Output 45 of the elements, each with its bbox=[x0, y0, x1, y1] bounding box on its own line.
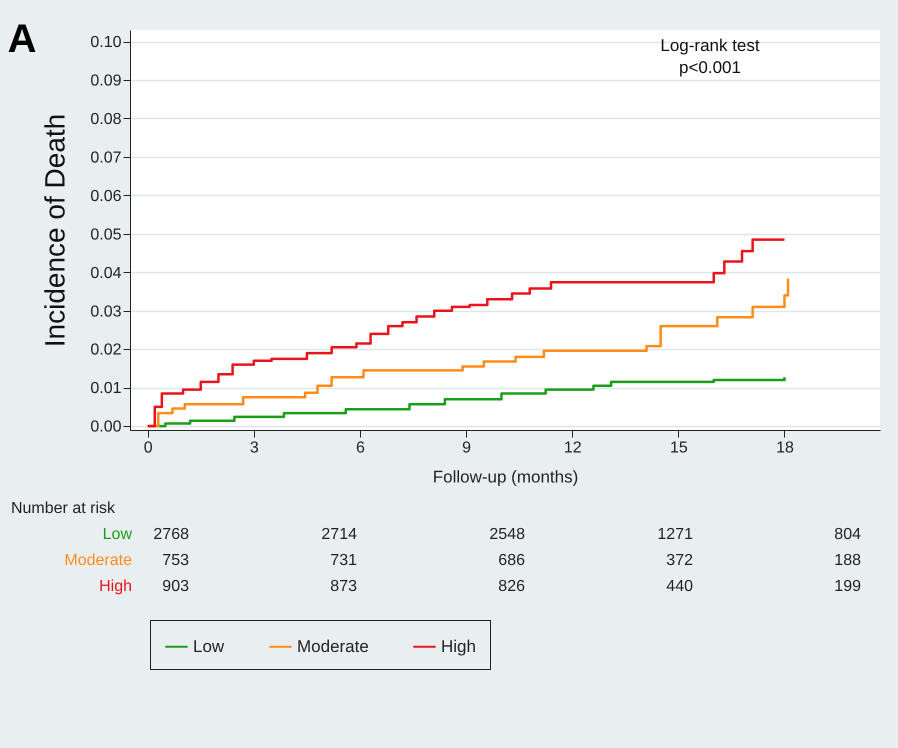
text: 731 bbox=[330, 552, 358, 569]
legend-label: Moderate bbox=[297, 636, 369, 656]
text: Moderate bbox=[64, 552, 132, 569]
y-tick-label: 0.03 bbox=[90, 303, 122, 320]
text: 804 bbox=[834, 526, 862, 543]
y-tick-label: 0.08 bbox=[90, 110, 122, 128]
y-tick-label: 0.10 bbox=[90, 34, 122, 52]
text: 2768 bbox=[153, 526, 190, 543]
x-tick-label: 12 bbox=[564, 440, 582, 456]
text: 873 bbox=[330, 578, 358, 595]
y-tick-label: 0.06 bbox=[90, 188, 122, 205]
text: 1271 bbox=[657, 526, 694, 543]
x-tick-label: 9 bbox=[462, 440, 472, 456]
x-tick-label: 0 bbox=[144, 440, 153, 456]
y-tick-label: 0.07 bbox=[90, 149, 122, 166]
text: 2714 bbox=[321, 526, 358, 543]
text: 188 bbox=[834, 552, 862, 569]
y-tick-label: 0.05 bbox=[90, 226, 122, 244]
x-axis-title: Follow-up (months) bbox=[432, 468, 578, 486]
x-tick-label: 15 bbox=[670, 440, 688, 456]
text: High bbox=[99, 578, 132, 595]
y-tick-label: 0.04 bbox=[90, 264, 122, 282]
text: 199 bbox=[834, 578, 862, 595]
y-tick-label: 0.02 bbox=[90, 342, 122, 359]
text: A bbox=[8, 17, 36, 61]
y-axis-title: Incidence of Death bbox=[39, 114, 70, 348]
x-tick-label: 6 bbox=[356, 440, 365, 456]
x-tick-label: 3 bbox=[250, 440, 259, 456]
x-tick-label: 18 bbox=[776, 440, 794, 456]
text: Number at risk bbox=[10, 500, 116, 517]
legend-label: High bbox=[441, 636, 476, 656]
y-tick-label: 0.01 bbox=[90, 380, 122, 398]
text: 440 bbox=[666, 578, 694, 595]
y-tick-label: 0.00 bbox=[90, 418, 122, 436]
y-tick-label: 0.09 bbox=[90, 72, 122, 90]
text: 753 bbox=[162, 552, 190, 569]
text: 826 bbox=[498, 578, 526, 595]
text: 686 bbox=[498, 552, 526, 569]
annotation: p<0.001 bbox=[679, 58, 741, 77]
text: 2548 bbox=[489, 526, 526, 543]
annotation: Log-rank test bbox=[660, 36, 760, 55]
text: 372 bbox=[666, 552, 694, 569]
text: 903 bbox=[162, 578, 190, 595]
legend-label: Low bbox=[193, 636, 225, 656]
text: Low bbox=[102, 526, 132, 543]
